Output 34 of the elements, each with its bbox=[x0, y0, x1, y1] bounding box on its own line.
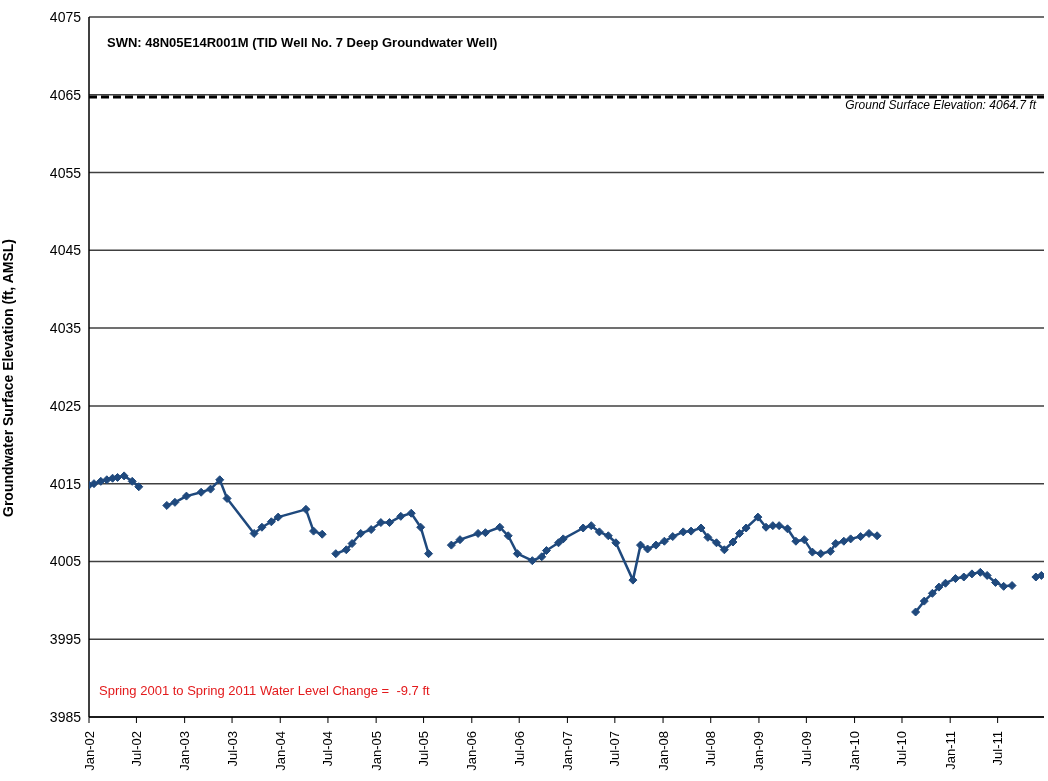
y-tick-label: 4035 bbox=[49, 320, 82, 337]
x-tick-label: Jan-07 bbox=[559, 731, 575, 771]
y-tick-label: 4045 bbox=[49, 242, 82, 259]
x-tick-label: Jan-02 bbox=[81, 731, 97, 771]
x-tick-label: Jul-02 bbox=[128, 731, 144, 767]
x-tick-label: Jan-03 bbox=[177, 731, 193, 771]
annotation: Spring 2001 to Spring 2011 Water Level Change = -9.7 ft bbox=[99, 683, 430, 698]
x-tick-label: Jul-05 bbox=[416, 731, 432, 767]
x-tick-label: Jul-08 bbox=[703, 731, 719, 767]
x-tick-label: Jul-07 bbox=[607, 731, 623, 767]
x-tick-label: Jul-10 bbox=[894, 731, 910, 767]
x-tick-label: Jul-04 bbox=[320, 731, 336, 767]
x-tick-label: Jan-09 bbox=[751, 731, 767, 771]
x-tick-label: Jul-06 bbox=[511, 731, 527, 767]
x-tick-label: Jan-05 bbox=[368, 731, 384, 771]
y-axis-title: Groundwater Surface Elevation (ft, AMSL) bbox=[0, 239, 16, 517]
y-tick-label: 4025 bbox=[49, 397, 82, 414]
y-tick-label: 3985 bbox=[49, 708, 82, 725]
y-tick-label: 4065 bbox=[49, 86, 82, 103]
x-tick-label: Jul-09 bbox=[798, 731, 814, 767]
x-tick-label: Jan-04 bbox=[272, 731, 288, 771]
x-tick-label: Jan-06 bbox=[464, 731, 480, 771]
x-tick-label: Jan-11 bbox=[942, 731, 958, 770]
x-tick-label: Jan-10 bbox=[847, 731, 863, 771]
x-tick-label: Jul-03 bbox=[224, 731, 240, 767]
y-tick-label: 4015 bbox=[49, 475, 82, 492]
text: SWN: 48N05E14R001M (TID Well No. 7 Deep Groundwater Well) bbox=[107, 35, 498, 50]
y-tick-label: 3995 bbox=[49, 631, 82, 648]
x-tick-label: Jan-08 bbox=[655, 731, 671, 771]
y-tick-label: 4075 bbox=[49, 8, 82, 25]
ref-line-label: Ground Surface Elevation: 4064.7 ft bbox=[845, 98, 1037, 113]
y-tick-label: 4005 bbox=[49, 553, 82, 570]
y-tick-label: 4055 bbox=[49, 164, 82, 181]
x-tick-label: Jul-11 bbox=[990, 731, 1006, 766]
